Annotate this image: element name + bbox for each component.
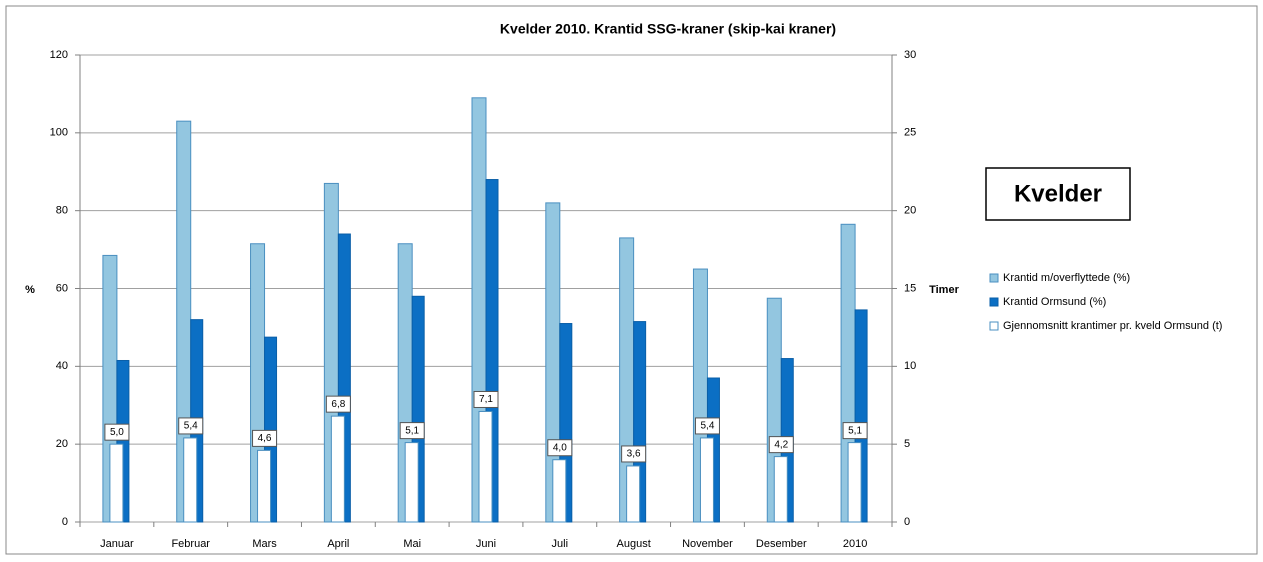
- y-axis-label: %: [25, 284, 35, 296]
- chart-title: Kvelder 2010. Krantid SSG-kraner (skip-k…: [500, 21, 836, 37]
- data-label-box: [768, 436, 794, 454]
- bar: [109, 443, 124, 523]
- y2-tick-label: 5: [904, 438, 910, 450]
- data-label-box: [252, 429, 278, 447]
- data-label: 5,1: [848, 425, 862, 436]
- data-label-box: [473, 390, 499, 408]
- y2-tick-label: 0: [904, 516, 910, 528]
- data-label-box: [621, 445, 647, 463]
- data-label-box: [325, 395, 351, 413]
- data-label: 5,0: [110, 427, 124, 438]
- y2-tick-label: 25: [904, 127, 916, 139]
- x-tick-label: Mai: [403, 538, 421, 550]
- x-tick-label: Desember: [756, 538, 807, 550]
- y2-tick-label: 20: [904, 205, 916, 217]
- bar: [257, 449, 272, 523]
- y-tick-label: 80: [56, 205, 68, 217]
- data-label-box: [104, 423, 130, 441]
- y-tick-label: 20: [56, 438, 68, 450]
- data-label: 4,0: [553, 442, 567, 453]
- data-label-box: [547, 439, 573, 457]
- data-label: 3,6: [627, 449, 641, 460]
- legend-swatch: [989, 321, 999, 331]
- legend-label: Gjennomsnitt krantimer pr. kveld Ormsund…: [1003, 320, 1222, 332]
- x-tick-label: 2010: [843, 538, 867, 550]
- x-tick-label: April: [327, 538, 349, 550]
- data-label: 6,8: [331, 399, 345, 410]
- data-label-box: [694, 417, 720, 435]
- data-label: 4,6: [258, 433, 272, 444]
- y2-tick-label: 10: [904, 360, 916, 372]
- annotation: Kvelder: [1014, 180, 1102, 207]
- bar: [552, 459, 567, 523]
- bar: [699, 437, 714, 523]
- y-tick-label: 0: [62, 516, 68, 528]
- legend-label: Krantid m/overflyttede (%): [1003, 272, 1130, 284]
- bar: [404, 442, 419, 523]
- legend-swatch: [989, 273, 999, 283]
- bar: [626, 465, 641, 523]
- legend-swatch: [989, 297, 999, 307]
- data-label: 5,4: [701, 421, 715, 432]
- bar: [478, 410, 493, 523]
- data-label-box: [399, 422, 425, 440]
- x-tick-label: Mars: [252, 538, 277, 550]
- legend-label: Krantid Ormsund (%): [1003, 296, 1106, 308]
- x-tick-label: Februar: [171, 538, 210, 550]
- data-label-box: [842, 422, 868, 440]
- x-tick-label: November: [682, 538, 733, 550]
- y2-tick-label: 15: [904, 282, 916, 294]
- y-tick-label: 100: [50, 127, 68, 139]
- annotation-box: [985, 167, 1131, 221]
- y-tick-label: 60: [56, 282, 68, 294]
- data-label: 5,1: [405, 425, 419, 436]
- y-tick-label: 40: [56, 360, 68, 372]
- data-label: 7,1: [479, 394, 493, 405]
- data-label: 4,2: [774, 439, 788, 450]
- y2-axis-label: Timer: [929, 284, 959, 296]
- bar: [773, 456, 788, 523]
- bar: [183, 437, 198, 523]
- y-tick-label: 120: [50, 49, 68, 61]
- bar: [847, 442, 862, 523]
- x-tick-label: Januar: [100, 538, 134, 550]
- x-tick-label: August: [617, 538, 651, 550]
- bar: [330, 415, 345, 523]
- y2-tick-label: 30: [904, 49, 916, 61]
- x-tick-label: Juni: [476, 538, 496, 550]
- data-label: 5,4: [184, 421, 198, 432]
- data-label-box: [178, 417, 204, 435]
- x-tick-label: Juli: [552, 538, 569, 550]
